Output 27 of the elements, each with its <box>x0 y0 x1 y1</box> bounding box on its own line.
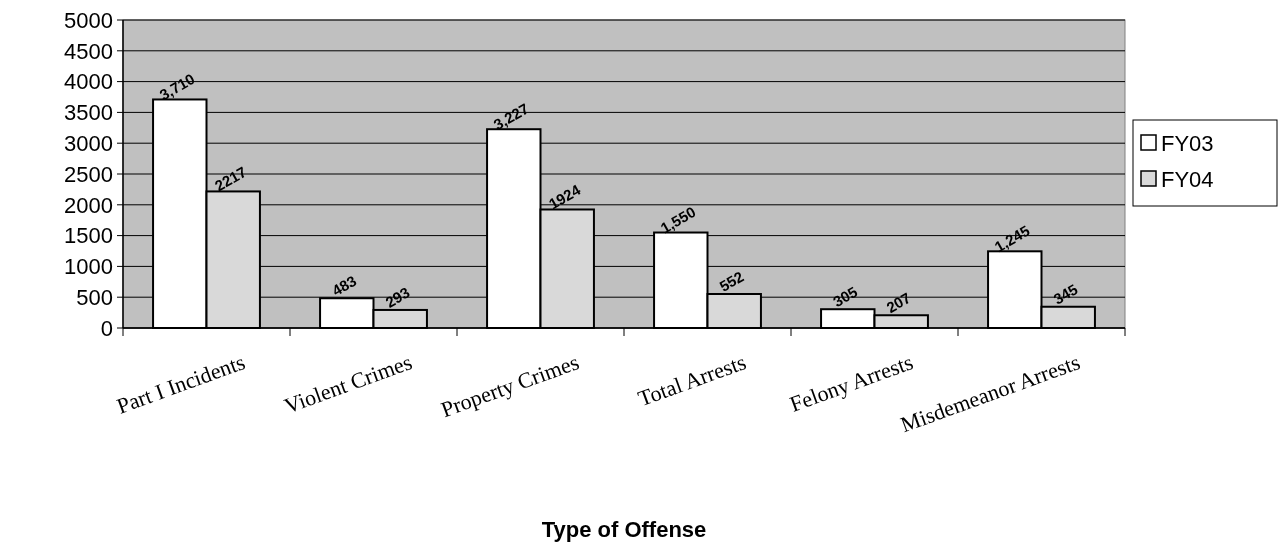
y-tick-label: 2500 <box>64 161 113 187</box>
x-axis-title: Type of Offense <box>541 517 707 542</box>
y-tick-label: 500 <box>76 284 113 310</box>
x-tick-label: Part I Incidents <box>113 349 249 419</box>
data-label: 3,710 <box>156 69 198 104</box>
y-tick-label: 1500 <box>64 223 113 249</box>
data-label: 207 <box>883 288 914 317</box>
data-label: 293 <box>382 283 413 311</box>
x-tick-label: Property Crimes <box>437 349 583 423</box>
data-label: 552 <box>716 267 747 295</box>
data-label: 483 <box>328 271 360 300</box>
y-tick-label: 3000 <box>64 130 113 156</box>
data-label: 345 <box>1050 280 1081 308</box>
y-tick-label: 3500 <box>64 100 113 126</box>
data-label: 1924 <box>545 180 584 213</box>
x-tick-label: Violent Crimes <box>281 349 416 419</box>
y-tick-label: 4000 <box>64 69 113 95</box>
legend-label: FY03 <box>1161 130 1214 156</box>
data-label: 305 <box>829 282 861 311</box>
legend-label: FY04 <box>1161 166 1214 192</box>
y-tick-label: 0 <box>100 315 113 341</box>
y-tick-label: 5000 <box>64 7 113 33</box>
y-tick-label: 4500 <box>64 38 113 64</box>
x-tick-label: Total Arrests <box>634 349 750 412</box>
y-tick-label: 2000 <box>64 192 113 218</box>
data-label: 2217 <box>211 162 250 195</box>
y-tick-label: 1000 <box>64 254 113 280</box>
